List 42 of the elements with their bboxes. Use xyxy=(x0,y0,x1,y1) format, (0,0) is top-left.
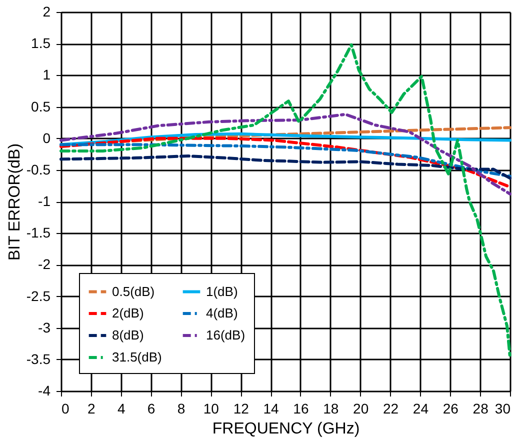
y-tick-label: 1.5 xyxy=(31,35,51,52)
legend-label: 16(dB) xyxy=(206,328,246,342)
x-axis-title: FREQUENCY (GHz) xyxy=(212,420,360,438)
y-tick-label: -2 xyxy=(38,256,51,272)
y-tick-label: -3.5 xyxy=(26,350,51,367)
x-tick-label: 30 xyxy=(494,400,511,416)
x-tick-label: 24 xyxy=(412,400,429,416)
y-axis-title: BIT ERROR(dB) xyxy=(6,143,24,261)
y-tick-label: -1.5 xyxy=(26,224,51,241)
y-tick-label: 1 xyxy=(42,66,51,83)
legend-label: 8(dB) xyxy=(112,328,144,342)
x-tick-label: 2 xyxy=(88,400,96,416)
y-tick-label: -1 xyxy=(38,193,51,209)
y-tick-label: -4 xyxy=(38,382,51,398)
x-tick-label: 0 xyxy=(62,400,70,416)
x-tick-label: 14 xyxy=(263,400,280,416)
x-tick-label: 16 xyxy=(293,400,309,416)
legend-label: 1(dB) xyxy=(206,284,238,299)
x-tick-label: 10 xyxy=(203,400,220,416)
x-tick-label: 26 xyxy=(442,400,459,416)
x-tick-label: 6 xyxy=(147,400,156,416)
x-tick-label: 20 xyxy=(353,400,369,416)
y-tick-label: 0 xyxy=(42,130,51,146)
line-series xyxy=(60,136,512,188)
line-series xyxy=(60,154,512,180)
y-tick-label: 0.5 xyxy=(31,98,51,114)
y-tick-label: -2.5 xyxy=(26,288,51,304)
legend-label: 2(dB) xyxy=(112,306,144,320)
x-tick-label: 18 xyxy=(323,400,339,416)
x-tick-label: 28 xyxy=(472,400,489,416)
line-series xyxy=(60,112,512,196)
legend-label: 31.5(dB) xyxy=(112,350,162,364)
y-tick-label: -0.5 xyxy=(26,161,51,178)
legend-label: 4(dB) xyxy=(206,306,238,320)
x-tick-label: 22 xyxy=(382,400,399,416)
legend-label: 0.5(dB) xyxy=(112,284,155,299)
y-tick-label: -3 xyxy=(38,319,51,336)
y-tick-label: 2 xyxy=(42,4,51,20)
x-tick-label: 8 xyxy=(177,400,186,416)
x-tick-label: 4 xyxy=(117,400,126,416)
x-tick-label: 12 xyxy=(233,400,250,416)
line-series xyxy=(60,143,512,178)
